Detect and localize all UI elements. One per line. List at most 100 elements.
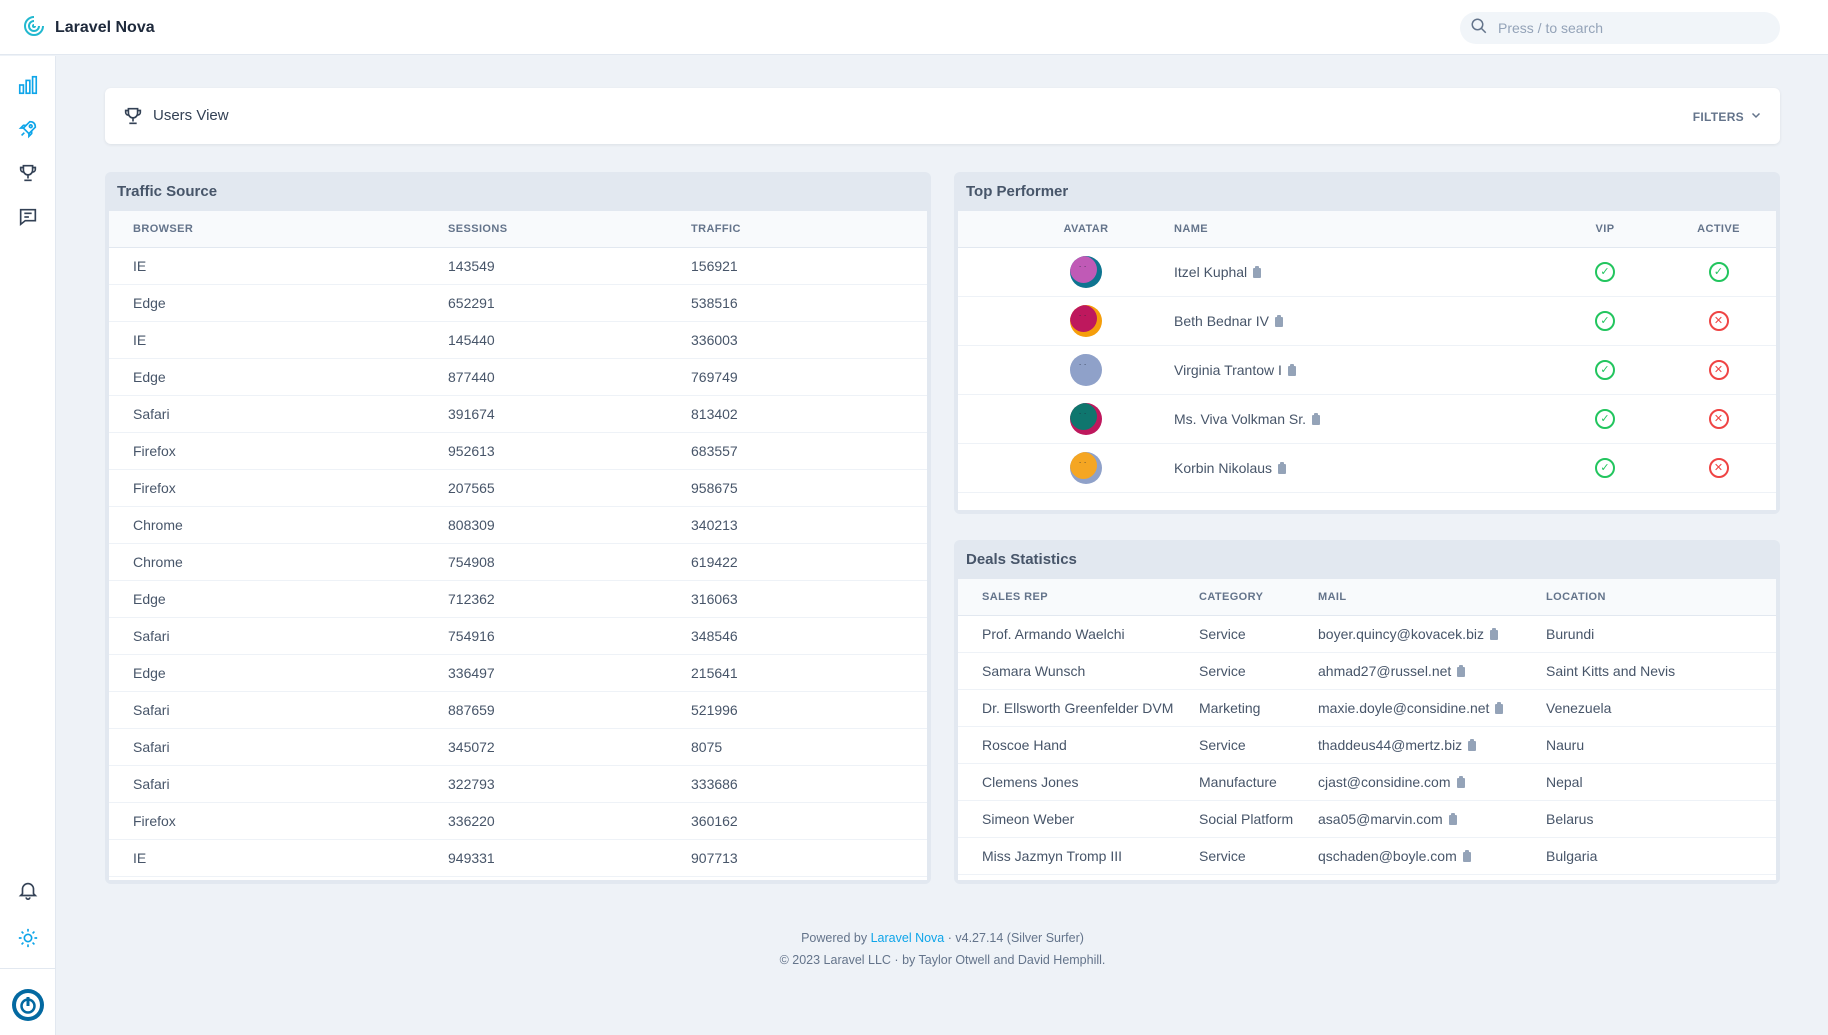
table-cell: Edge (109, 654, 448, 692)
copy-icon[interactable] (1274, 314, 1283, 327)
check-circle-icon: ✓ (1595, 359, 1615, 380)
footer: Powered by Laravel Nova · v4.27.14 (Silv… (105, 927, 1780, 971)
copy-icon[interactable] (1253, 265, 1262, 278)
performer-name: Beth Bednar IV (1174, 312, 1269, 329)
cell-text: cjast@considine.com (1318, 773, 1451, 790)
column-header: NAME (1174, 211, 1549, 248)
copy-icon[interactable] (1489, 627, 1498, 640)
cell-text: Burundi (1546, 625, 1595, 642)
chat-icon[interactable] (16, 205, 40, 229)
trophy-icon[interactable] (16, 161, 40, 185)
table-cell: Samara Wunsch (958, 652, 1199, 690)
column-header: SESSIONS (448, 211, 691, 248)
copy-icon[interactable] (1468, 738, 1477, 751)
copy-icon[interactable] (1448, 812, 1457, 825)
copy-icon[interactable] (1456, 775, 1465, 788)
table-cell: IE (109, 247, 448, 285)
copy-icon[interactable] (1312, 412, 1321, 425)
table-row: ˙˙ Itzel Kuphal ✓ ✓ (958, 247, 1776, 297)
table-row: Samara Wunsch Service ahmad27@russel.net Sa… (958, 652, 1776, 690)
table-cell: Marketing (1199, 689, 1318, 727)
name-cell: Ms. Viva Volkman Sr. (1174, 394, 1549, 444)
copy-icon[interactable] (1495, 701, 1504, 714)
cell-text: Dr. Ellsworth Greenfelder DVM (982, 699, 1174, 716)
cell-text: Belarus (1546, 810, 1594, 827)
copy-icon[interactable] (1462, 849, 1471, 862)
table-cell: 156921 (691, 247, 927, 285)
copy-icon[interactable] (1287, 363, 1296, 376)
table-cell: 813402 (691, 395, 927, 433)
trophy-icon (122, 105, 144, 131)
sun-icon[interactable] (16, 926, 40, 950)
performer-name: Virginia Trantow I (1174, 361, 1282, 378)
cell-text: asa05@marvin.com (1318, 810, 1443, 827)
name-cell: Beth Bednar IV (1174, 296, 1549, 346)
table-cell: 683557 (691, 432, 927, 470)
table-cell: Firefox (109, 432, 448, 470)
check-circle-icon: ✓ (1595, 310, 1615, 331)
avatar-face (1070, 402, 1097, 430)
table-cell: 8075 (691, 728, 927, 766)
table-cell: Burundi (1546, 615, 1776, 653)
table-row: Safari 322793 333686 (109, 765, 927, 803)
table-cell: Safari (109, 691, 448, 729)
cell-text: thaddeus44@mertz.biz (1318, 736, 1463, 753)
nova-link[interactable]: Laravel Nova (870, 931, 945, 945)
dashboard-chart-icon[interactable] (16, 73, 40, 97)
column-header: LOCATION (1546, 579, 1776, 616)
deals-table: SALES REP CATEGORY MAIL LOCATION Prof. A… (958, 579, 1776, 875)
avatar: ˙˙ (1070, 353, 1102, 386)
app-title: Laravel Nova (55, 19, 155, 36)
table-cell: Roscoe Hand (958, 726, 1199, 764)
table-cell: 316063 (691, 580, 927, 618)
cell-text: Manufacture (1199, 773, 1277, 790)
cell-text: Service (1199, 847, 1246, 864)
table-cell: 207565 (448, 469, 691, 507)
performer-table: AVATAR NAME VIP ACTIVE ˙˙ Itzel Kuphal ✓ ✓ ˙… (958, 211, 1776, 493)
vip-cell: ✓ (1549, 345, 1661, 395)
bell-icon[interactable] (16, 878, 40, 902)
name-cell: Korbin Nikolaus (1174, 443, 1549, 493)
column-header: ACTIVE (1661, 211, 1776, 248)
table-cell: Service (1199, 615, 1318, 653)
performer-table-wrapper: AVATAR NAME VIP ACTIVE ˙˙ Itzel Kuphal ✓ ✓ ˙… (958, 211, 1776, 510)
avatar: ˙˙ (1070, 402, 1102, 435)
column-header: VIP (1549, 211, 1661, 248)
active-cell: ✕ (1661, 394, 1776, 444)
table-row: Dr. Ellsworth Greenfelder DVM Marketing ma… (958, 689, 1776, 727)
table-cell: Safari (109, 395, 448, 433)
cell-text: Service (1199, 736, 1246, 753)
cell-text: boyer.quincy@kovacek.biz (1318, 625, 1484, 642)
table-row: IE 949331 907713 (109, 839, 927, 877)
table-row: Simeon Weber Social Platform asa05@marvin.… (958, 800, 1776, 838)
table-cell: 391674 (448, 395, 691, 433)
search-input[interactable] (1498, 20, 1758, 36)
table-row: Safari 345072 8075 (109, 728, 927, 766)
table-row: IE 145440 336003 (109, 321, 927, 359)
x-circle-icon: ✕ (1708, 408, 1729, 429)
table-cell: Bulgaria (1546, 837, 1776, 875)
table-cell: 215641 (691, 654, 927, 692)
filters-button[interactable]: FILTERS (1693, 109, 1762, 124)
table-row: Safari 391674 813402 (109, 395, 927, 433)
x-circle-icon: ✕ (1708, 359, 1729, 380)
global-search[interactable] (1460, 12, 1780, 44)
avatar-eyes: ˙˙ (1079, 313, 1089, 324)
table-row: Edge 336497 215641 (109, 654, 927, 692)
avatar: ˙˙ (1070, 451, 1102, 484)
user-menu-power-icon[interactable] (12, 989, 44, 1021)
rocket-icon[interactable] (16, 117, 40, 141)
table-cell: 336497 (448, 654, 691, 692)
table-row: ˙˙ Ms. Viva Volkman Sr. ✓ ✕ (958, 394, 1776, 444)
table-cell: ahmad27@russel.net (1318, 652, 1546, 690)
copy-icon[interactable] (1278, 461, 1287, 474)
brand[interactable]: Laravel Nova (22, 14, 155, 42)
table-row: IE 143549 156921 (109, 247, 927, 285)
cell-text: Miss Jazmyn Tromp III (982, 847, 1123, 864)
table-cell: 322793 (448, 765, 691, 803)
copy-icon[interactable] (1457, 664, 1466, 677)
table-row: Edge 877440 769749 (109, 358, 927, 396)
deals-statistics-panel: Deals Statistics SALES REP CATEGORY MAIL… (954, 540, 1780, 884)
table-cell: Clemens Jones (958, 763, 1199, 801)
table-cell: Belarus (1546, 800, 1776, 838)
